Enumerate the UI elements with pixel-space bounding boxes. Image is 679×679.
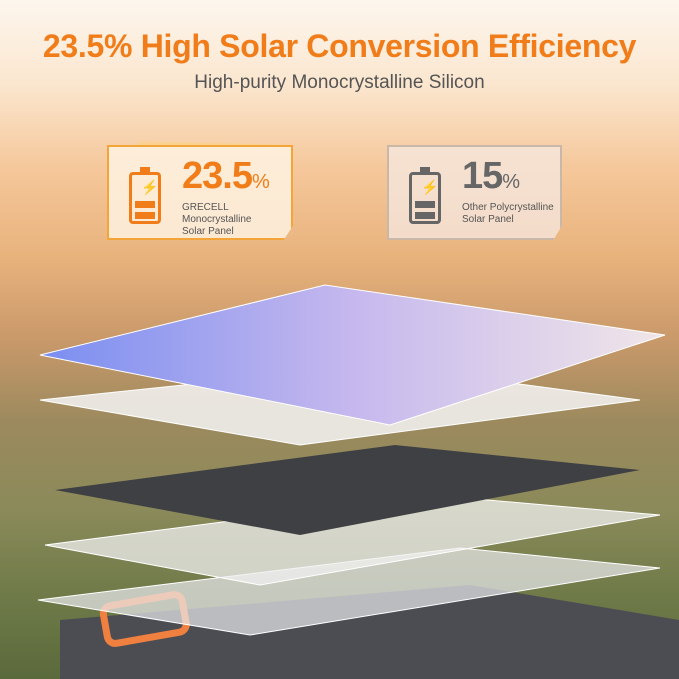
other-efficiency-card: ⚡ 15% Other Polycrystalline Solar Panel xyxy=(387,145,562,240)
subheadline: High-purity Monocrystalline Silicon xyxy=(194,72,485,93)
headline: 23.5% High Solar Conversion Efficiency xyxy=(42,28,637,64)
backsheet-layer xyxy=(55,445,640,535)
battery-charging-icon: ⚡ xyxy=(129,167,161,224)
percent-unit: % xyxy=(251,171,270,193)
card-label: Monocrystalline xyxy=(182,214,252,225)
card-label: Other Polycrystalline xyxy=(462,202,554,213)
percent-unit: % xyxy=(502,171,520,193)
card-label: Solar Panel xyxy=(182,226,234,237)
card-label: Solar Panel xyxy=(462,214,514,225)
grecell-efficiency-card: ⚡ 23.5% GRECELL Monocrystalline Solar Pa… xyxy=(107,145,293,240)
top-cell-layer xyxy=(39,284,666,426)
battery-charging-icon: ⚡ xyxy=(409,167,441,224)
efficiency-value: 15 xyxy=(462,155,503,197)
card-label: GRECELL xyxy=(182,202,229,213)
efficiency-value: 23.5 xyxy=(182,155,253,197)
